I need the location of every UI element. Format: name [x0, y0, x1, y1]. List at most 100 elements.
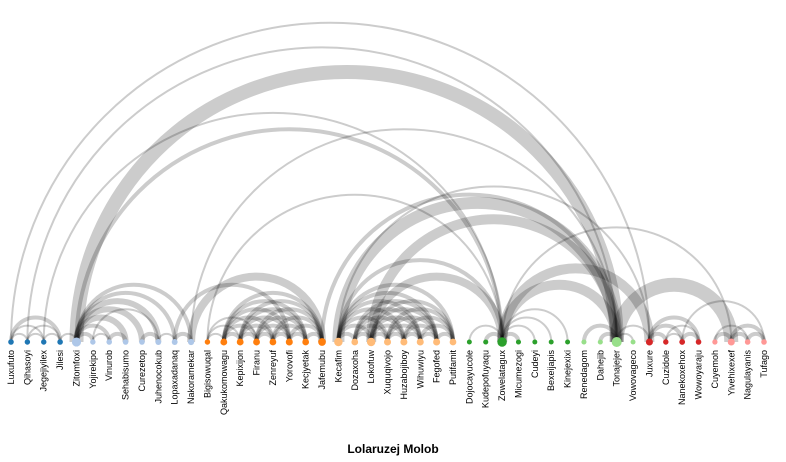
arc-link-firanu-jafemubu — [254, 307, 325, 343]
arc-link-zowelatagux-bexeijapis — [501, 316, 553, 343]
arc-link-nakoramekar-jafemubu — [187, 272, 327, 343]
arc-link-huzabojiboy-fegofed — [401, 323, 439, 343]
arc-link-lokofuw-putifamit — [369, 299, 455, 343]
node-cuyemoh — [712, 339, 718, 345]
node-label-huzabojiboy: Huzabojiboy — [399, 350, 409, 400]
arc-link-firanu-kecjyetak — [254, 315, 308, 343]
node-jilesi — [57, 339, 63, 345]
arc-link-zitomfoxi-juhenocokub — [73, 298, 162, 343]
arc-link-kecafim-fegofed — [336, 290, 439, 343]
node-dahejib — [597, 339, 603, 345]
arc-link-jegejiyilex-zowelatagux — [42, 111, 504, 343]
node-label-kudepofuyaqu: Kudepofuyaqu — [481, 350, 491, 408]
arc-link-kecafim-huzabojiboy — [336, 307, 406, 343]
arc-link-dojocayucole-zowelatagux — [468, 324, 504, 343]
arc-link-zitomfoxi-curezetop — [73, 306, 145, 343]
node-label-cudeyi: Cudeyi — [530, 350, 540, 378]
node-vinurob — [106, 339, 113, 345]
node-juxure — [645, 338, 653, 346]
node-label-yojirekipo: Yojirekipo — [88, 350, 98, 389]
arc-link-lokofuw-tonajejer — [366, 214, 622, 343]
node-label-fegofed: Fegofed — [432, 350, 442, 383]
node-kudepofuyaqu — [483, 339, 489, 345]
arc-link-zowelatagux-kinejexixi — [501, 308, 569, 343]
arc-link-dozaxoha-fegofed — [352, 299, 439, 343]
arc-link-qihasoyi-tonajejer — [26, 46, 618, 343]
node-label-wowoyaraju: Wowoyaraju — [694, 350, 704, 399]
arc-link-qakukomowagu-zenreyuf — [221, 315, 275, 343]
arc-link-qihasoyi-jilesi — [26, 324, 62, 343]
node-label-dahejib: Dahejib — [595, 350, 605, 381]
arc-link-dozaxoha-xuquqivojo — [352, 323, 390, 343]
node-luxufuto — [8, 339, 14, 345]
node-qakukomowagu — [220, 338, 228, 346]
arc-link-zitomfoxi-vinurob — [74, 323, 112, 343]
arc-link-kecafim-juxure — [337, 185, 651, 343]
node-label-vowovageco: Vowovageco — [628, 350, 638, 401]
node-label-yorovofi: Yorovofi — [284, 350, 294, 382]
arc-link-kecafim-zowelatagux — [336, 258, 505, 343]
arc-link-lokofuw-wihuwiyu — [369, 315, 423, 343]
node-juhenocokub — [155, 339, 162, 345]
node-label-kinejexixi: Kinejexixi — [563, 350, 573, 388]
arc-link-zitomfoxi-tonajejer — [69, 64, 624, 343]
arc-link-lokofuw-fegofed — [369, 307, 439, 343]
node-wihuwiyu — [416, 338, 424, 346]
arc-link-zenreyuf-jafemubu — [270, 315, 325, 343]
node-label-curezetop: Curezetop — [137, 350, 147, 392]
arc-link-zitomfoxi-sehabisumo — [73, 314, 129, 343]
node-label-yivehixexef: Yivehixexef — [726, 350, 736, 396]
node-label-zowelatagux: Zowelatagux — [497, 350, 507, 402]
arc-link-bigisowuqal-firanu — [206, 316, 258, 343]
node-label-micumezogi: Micumezogi — [513, 350, 523, 398]
arc-link-xuquqivojo-wihuwiyu — [385, 323, 423, 343]
node-cudeyi — [532, 339, 538, 345]
arc-link-cuzidole-wowoyaraju — [664, 324, 700, 343]
node-xuquqivojo — [383, 338, 392, 346]
arc-link-kecafim-xuquqivojo — [336, 315, 390, 343]
node-label-vinurob: Vinurob — [104, 350, 114, 381]
arc-link-kepixijon-yorovofi — [238, 315, 292, 343]
arc-link-bigisowuqal-zowelatagux — [206, 193, 504, 343]
node-label-sehabisumo: Sehabisumo — [121, 350, 131, 400]
arc-link-wihuwiyu-putifamit — [418, 323, 455, 343]
node-label-kecjyetak: Kecjyetak — [301, 350, 311, 390]
arc-link-kecafim-putifamit — [336, 282, 455, 343]
node-zitomfoxi — [71, 337, 82, 347]
node-label-wihuwiyu: Wihuwiyu — [415, 350, 425, 389]
node-lopaxadanaq — [171, 339, 178, 345]
arc-link-kepixijon-zenreyuf — [238, 323, 275, 343]
arc-link-kecafim-tonajejer — [332, 196, 623, 343]
node-label-dozaxoha: Dozaxoha — [350, 350, 360, 391]
node-renedagom — [581, 339, 587, 345]
node-lokofuw — [366, 337, 376, 347]
node-jegejiyilex — [41, 339, 47, 345]
arc-links — [9, 21, 767, 343]
node-label-lopaxadanaq: Lopaxadanaq — [170, 350, 180, 405]
arc-link-lokofuw-zowelatagux — [367, 272, 507, 343]
node-label-nakoramekar: Nakoramekar — [186, 350, 196, 404]
arc-link-zowelatagux-yivehixexef — [501, 226, 733, 343]
node-fegofed — [433, 338, 441, 346]
node-label-zenreyuf: Zenreyuf — [268, 350, 278, 386]
arc-link-tonajejer-yivehixexef — [609, 277, 739, 343]
node-kepixijon — [236, 338, 244, 346]
arc-link-bigisowuqal-kepixijon — [206, 324, 242, 343]
arc-link-juxure-wowoyaraju — [647, 315, 701, 343]
node-nakoramekar — [187, 338, 195, 346]
arc-link-juxure-nanekoxehox — [647, 323, 685, 343]
node-dojocayucole — [466, 339, 472, 345]
arc-link-qakukomowagu-kecjyetak — [221, 299, 308, 343]
arc-link-zitomfoxi-zowelatagux — [74, 127, 505, 343]
node-label-jafemubu: Jafemubu — [317, 350, 327, 390]
node-vowovageco — [630, 339, 636, 345]
node-label-cuzidole: Cuzidole — [661, 350, 671, 385]
arc-link-yorovofi-jafemubu — [287, 323, 325, 343]
arc-link-luxufuto-jilesi — [9, 315, 63, 343]
arc-link-kepixijon-kecjyetak — [238, 307, 308, 343]
node-yorovofi — [285, 338, 293, 346]
arc-link-luxufuto-juxure — [10, 21, 651, 343]
node-zenreyuf — [269, 338, 277, 346]
arc-link-kepixijon-jafemubu — [238, 299, 325, 343]
node-label-juxure: Juxure — [644, 350, 654, 377]
